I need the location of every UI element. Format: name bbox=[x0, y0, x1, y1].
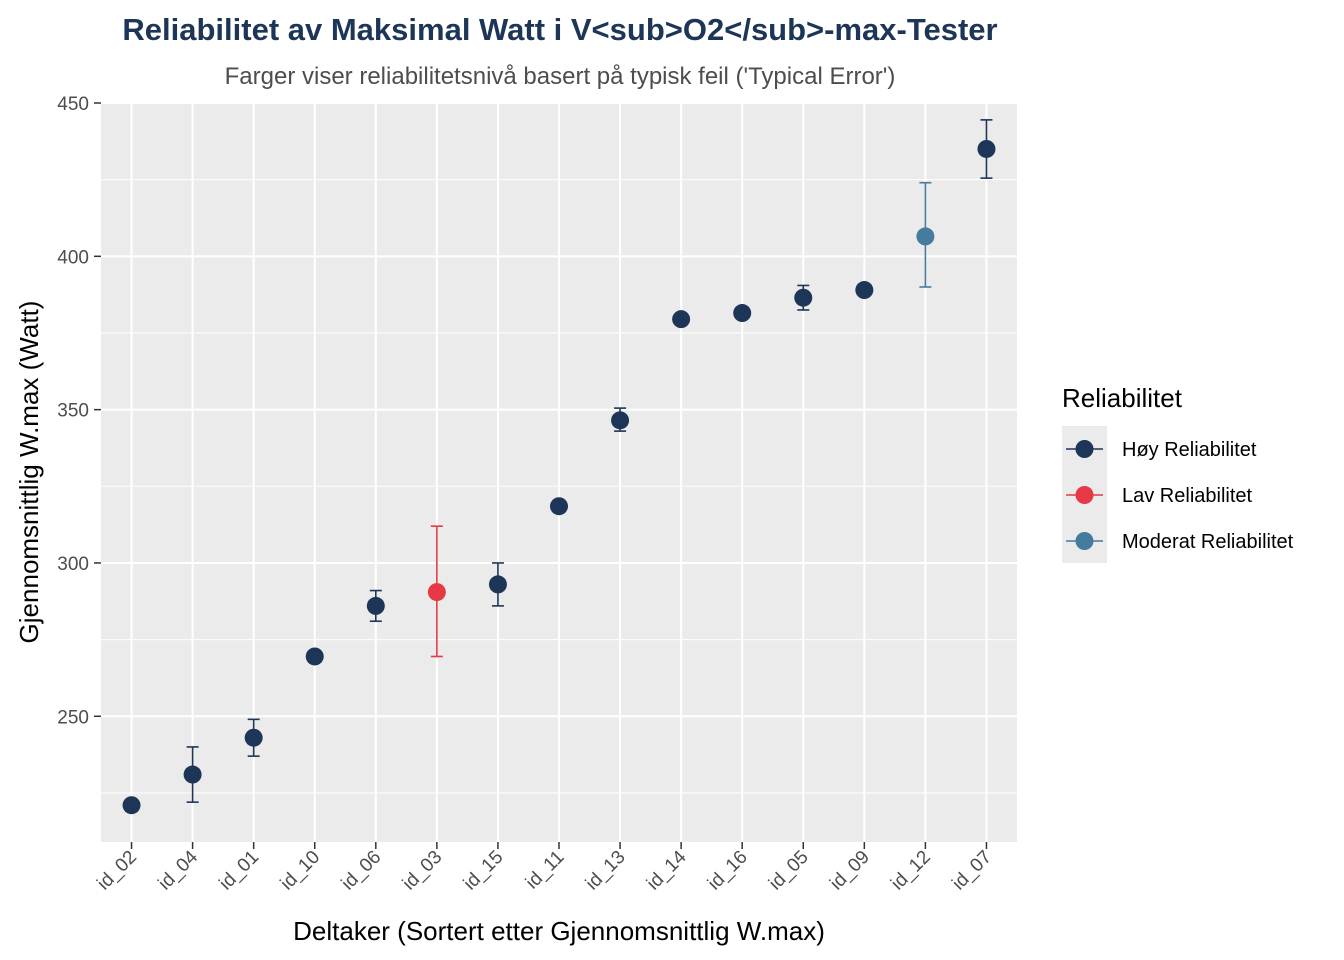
legend-entry: Moderat Reliabilitet bbox=[1066, 531, 1294, 553]
legend-title: Reliabilitet bbox=[1062, 383, 1183, 413]
x-tick-label: id_15 bbox=[460, 847, 508, 895]
x-tick-labels: id_02 id_04 id_01 id_10 id_06 id_03 id_15 id_11… bbox=[93, 846, 996, 894]
data-point-id_11 bbox=[550, 497, 568, 516]
legend-entry: Høy Reliabilitet bbox=[1066, 439, 1257, 461]
legend-entries: Høy Reliabilitet Lav Reliabilitet Moderat … bbox=[1066, 439, 1294, 553]
axis-ticks bbox=[94, 102, 988, 849]
data-points bbox=[122, 139, 996, 815]
x-axis-title: Deltaker (Sortert etter Gjennomsnittlig … bbox=[293, 916, 825, 946]
x-tick-label: id_12 bbox=[887, 847, 935, 895]
data-point-id_10 bbox=[305, 647, 324, 666]
data-point-id_05 bbox=[794, 288, 813, 307]
legend-entry: Lav Reliabilitet bbox=[1066, 485, 1253, 507]
legend-key-point bbox=[1075, 440, 1094, 458]
x-tick-label: id_04 bbox=[154, 846, 202, 894]
grid-major bbox=[101, 102, 1017, 842]
legend-label: Lav Reliabilitet bbox=[1122, 485, 1253, 507]
legend-label: Høy Reliabilitet bbox=[1122, 439, 1257, 461]
x-tick-label: id_01 bbox=[215, 847, 263, 895]
data-point-id_14 bbox=[672, 310, 691, 329]
chart-subtitle: Farger viser reliabilitetsnivå basert på… bbox=[225, 63, 896, 90]
y-tick-label: 300 bbox=[57, 554, 89, 575]
data-point-id_16 bbox=[733, 304, 752, 323]
x-tick-label: id_09 bbox=[826, 847, 874, 895]
y-tick-label: 450 bbox=[57, 94, 89, 115]
x-tick-label: id_13 bbox=[582, 847, 630, 895]
data-point-id_03 bbox=[427, 583, 446, 602]
data-point-id_02 bbox=[122, 796, 141, 815]
y-tick-labels: 250 300 350 400 450 bbox=[57, 94, 89, 728]
y-axis-title: Gjennomsnittlig W.max (Watt) bbox=[14, 301, 44, 644]
legend-key-point bbox=[1075, 486, 1094, 504]
legend: Reliabilitet Høy Reliabilitet Lav Reliabi… bbox=[1062, 383, 1294, 563]
data-point-id_15 bbox=[488, 575, 507, 594]
data-point-id_09 bbox=[855, 281, 874, 300]
x-tick-label: id_16 bbox=[704, 847, 752, 895]
x-tick-label: id_05 bbox=[765, 847, 813, 895]
data-point-id_04 bbox=[183, 765, 202, 784]
y-tick-label: 350 bbox=[57, 401, 89, 422]
y-tick-label: 400 bbox=[57, 247, 89, 268]
x-tick-label: id_06 bbox=[338, 847, 386, 895]
y-tick-label: 250 bbox=[57, 707, 89, 728]
data-point-id_12 bbox=[916, 227, 935, 246]
data-point-id_07 bbox=[977, 139, 996, 158]
legend-label: Moderat Reliabilitet bbox=[1122, 531, 1294, 553]
data-point-id_06 bbox=[366, 596, 385, 615]
data-point-id_01 bbox=[244, 728, 263, 747]
x-tick-label: id_03 bbox=[399, 847, 447, 895]
x-tick-label: id_14 bbox=[643, 846, 691, 894]
chart-title: Reliabilitet av Maksimal Watt i V<sub>O2… bbox=[122, 12, 997, 47]
x-tick-label: id_07 bbox=[948, 847, 996, 895]
data-point-id_13 bbox=[611, 411, 630, 430]
x-tick-label: id_02 bbox=[93, 847, 141, 895]
legend-key-point bbox=[1075, 532, 1094, 550]
x-tick-label: id_10 bbox=[277, 847, 325, 895]
x-tick-label: id_11 bbox=[522, 847, 569, 894]
